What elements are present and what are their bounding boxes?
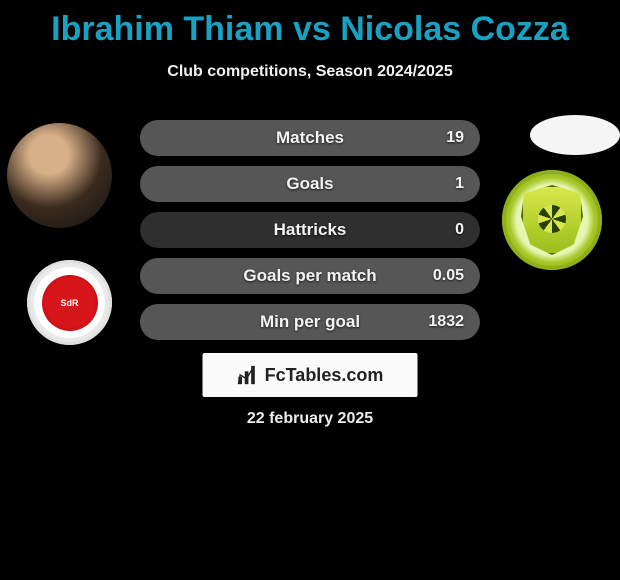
stat-label: Hattricks bbox=[140, 212, 480, 248]
player-right-photo bbox=[530, 115, 620, 155]
stat-pill: Min per goal1832 bbox=[140, 304, 480, 340]
page-title: Ibrahim Thiam vs Nicolas Cozza bbox=[0, 0, 620, 49]
stat-label: Goals bbox=[140, 166, 480, 202]
stats-container: Matches19 Goals1 Hattricks0 Goals per match… bbox=[140, 120, 480, 350]
nantes-badge-icon bbox=[521, 185, 583, 255]
reims-badge-icon: SdR bbox=[42, 275, 98, 331]
branding-badge: FcTables.com bbox=[203, 353, 418, 397]
stat-pill: Goals per match0.05 bbox=[140, 258, 480, 294]
stat-value-right: 0 bbox=[455, 212, 464, 248]
stat-pill: Matches19 bbox=[140, 120, 480, 156]
subtitle: Club competitions, Season 2024/2025 bbox=[0, 63, 620, 81]
stat-value-right: 0.05 bbox=[433, 258, 464, 294]
stat-value-right: 1 bbox=[455, 166, 464, 202]
player-right-club-badge bbox=[502, 170, 602, 270]
date-text: 22 february 2025 bbox=[0, 410, 620, 428]
stat-label: Goals per match bbox=[140, 258, 480, 294]
player-left-photo-placeholder bbox=[7, 123, 112, 228]
stat-pill: Hattricks0 bbox=[140, 212, 480, 248]
branding-text: FcTables.com bbox=[265, 365, 384, 386]
bar-chart-icon bbox=[237, 364, 259, 386]
stat-label: Matches bbox=[140, 120, 480, 156]
player-left-club-badge: SdR bbox=[27, 260, 112, 345]
stat-value-right: 1832 bbox=[428, 304, 464, 340]
stat-pill: Goals1 bbox=[140, 166, 480, 202]
player-left-photo bbox=[7, 123, 112, 228]
stat-value-right: 19 bbox=[446, 120, 464, 156]
